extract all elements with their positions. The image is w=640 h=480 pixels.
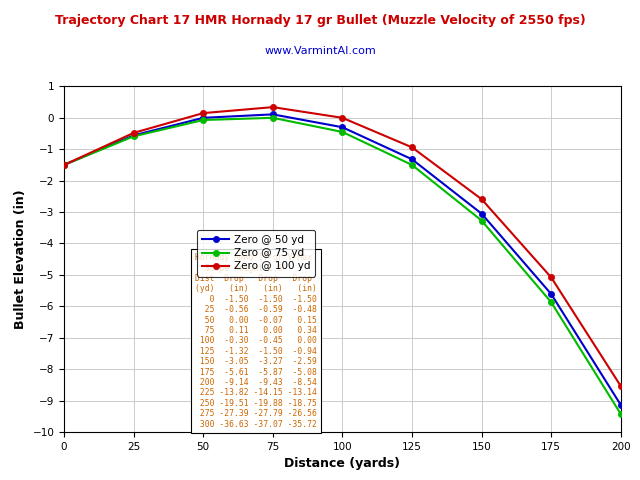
Zero @ 50 yd — [408, 156, 416, 162]
Zero @ 75 yd — [408, 162, 416, 168]
Zero @ 50 yd — [60, 162, 68, 168]
Legend: Zero @ 50 yd, Zero @ 75 yd, Zero @ 100 yd: Zero @ 50 yd, Zero @ 75 yd, Zero @ 100 y… — [197, 230, 316, 276]
Zero @ 100 yd — [339, 115, 346, 120]
Zero @ 75 yd — [269, 115, 276, 120]
Zero @ 75 yd — [547, 300, 555, 305]
Zero @ 75 yd — [60, 162, 68, 168]
X-axis label: Distance (yards): Distance (yards) — [284, 457, 401, 470]
Zero @ 100 yd — [547, 275, 555, 280]
Zero @ 50 yd — [477, 211, 485, 216]
Zero @ 100 yd — [477, 196, 485, 202]
Text: Trajectory Chart 17 HMR Hornady 17 gr Bullet (Muzzle Velocity of 2550 fps): Trajectory Chart 17 HMR Hornady 17 gr Bu… — [54, 14, 586, 27]
Zero @ 75 yd — [200, 117, 207, 123]
Text: Hornady Ammo 17 gr V-Max
  Scope Height 1.5"
Dist  Drop   Drop   Drop
(yd)   (in: Hornady Ammo 17 gr V-Max Scope Height 1.… — [195, 253, 317, 429]
Text: www.VarmintAI.com: www.VarmintAI.com — [264, 46, 376, 56]
Zero @ 100 yd — [60, 162, 68, 168]
Zero @ 100 yd — [408, 144, 416, 150]
Line: Zero @ 100 yd: Zero @ 100 yd — [61, 104, 624, 389]
Zero @ 100 yd — [269, 104, 276, 110]
Zero @ 75 yd — [339, 129, 346, 135]
Zero @ 75 yd — [477, 217, 485, 223]
Zero @ 100 yd — [617, 383, 625, 389]
Zero @ 75 yd — [617, 411, 625, 417]
Line: Zero @ 50 yd: Zero @ 50 yd — [61, 111, 624, 408]
Zero @ 50 yd — [339, 124, 346, 130]
Line: Zero @ 75 yd: Zero @ 75 yd — [61, 115, 624, 417]
Zero @ 50 yd — [547, 291, 555, 297]
Zero @ 100 yd — [200, 110, 207, 116]
Zero @ 50 yd — [269, 111, 276, 117]
Zero @ 100 yd — [130, 130, 138, 136]
Y-axis label: Bullet Elevation (in): Bullet Elevation (in) — [14, 190, 27, 329]
Zero @ 50 yd — [200, 115, 207, 120]
Zero @ 75 yd — [130, 133, 138, 139]
Zero @ 50 yd — [617, 402, 625, 408]
Zero @ 50 yd — [130, 132, 138, 138]
